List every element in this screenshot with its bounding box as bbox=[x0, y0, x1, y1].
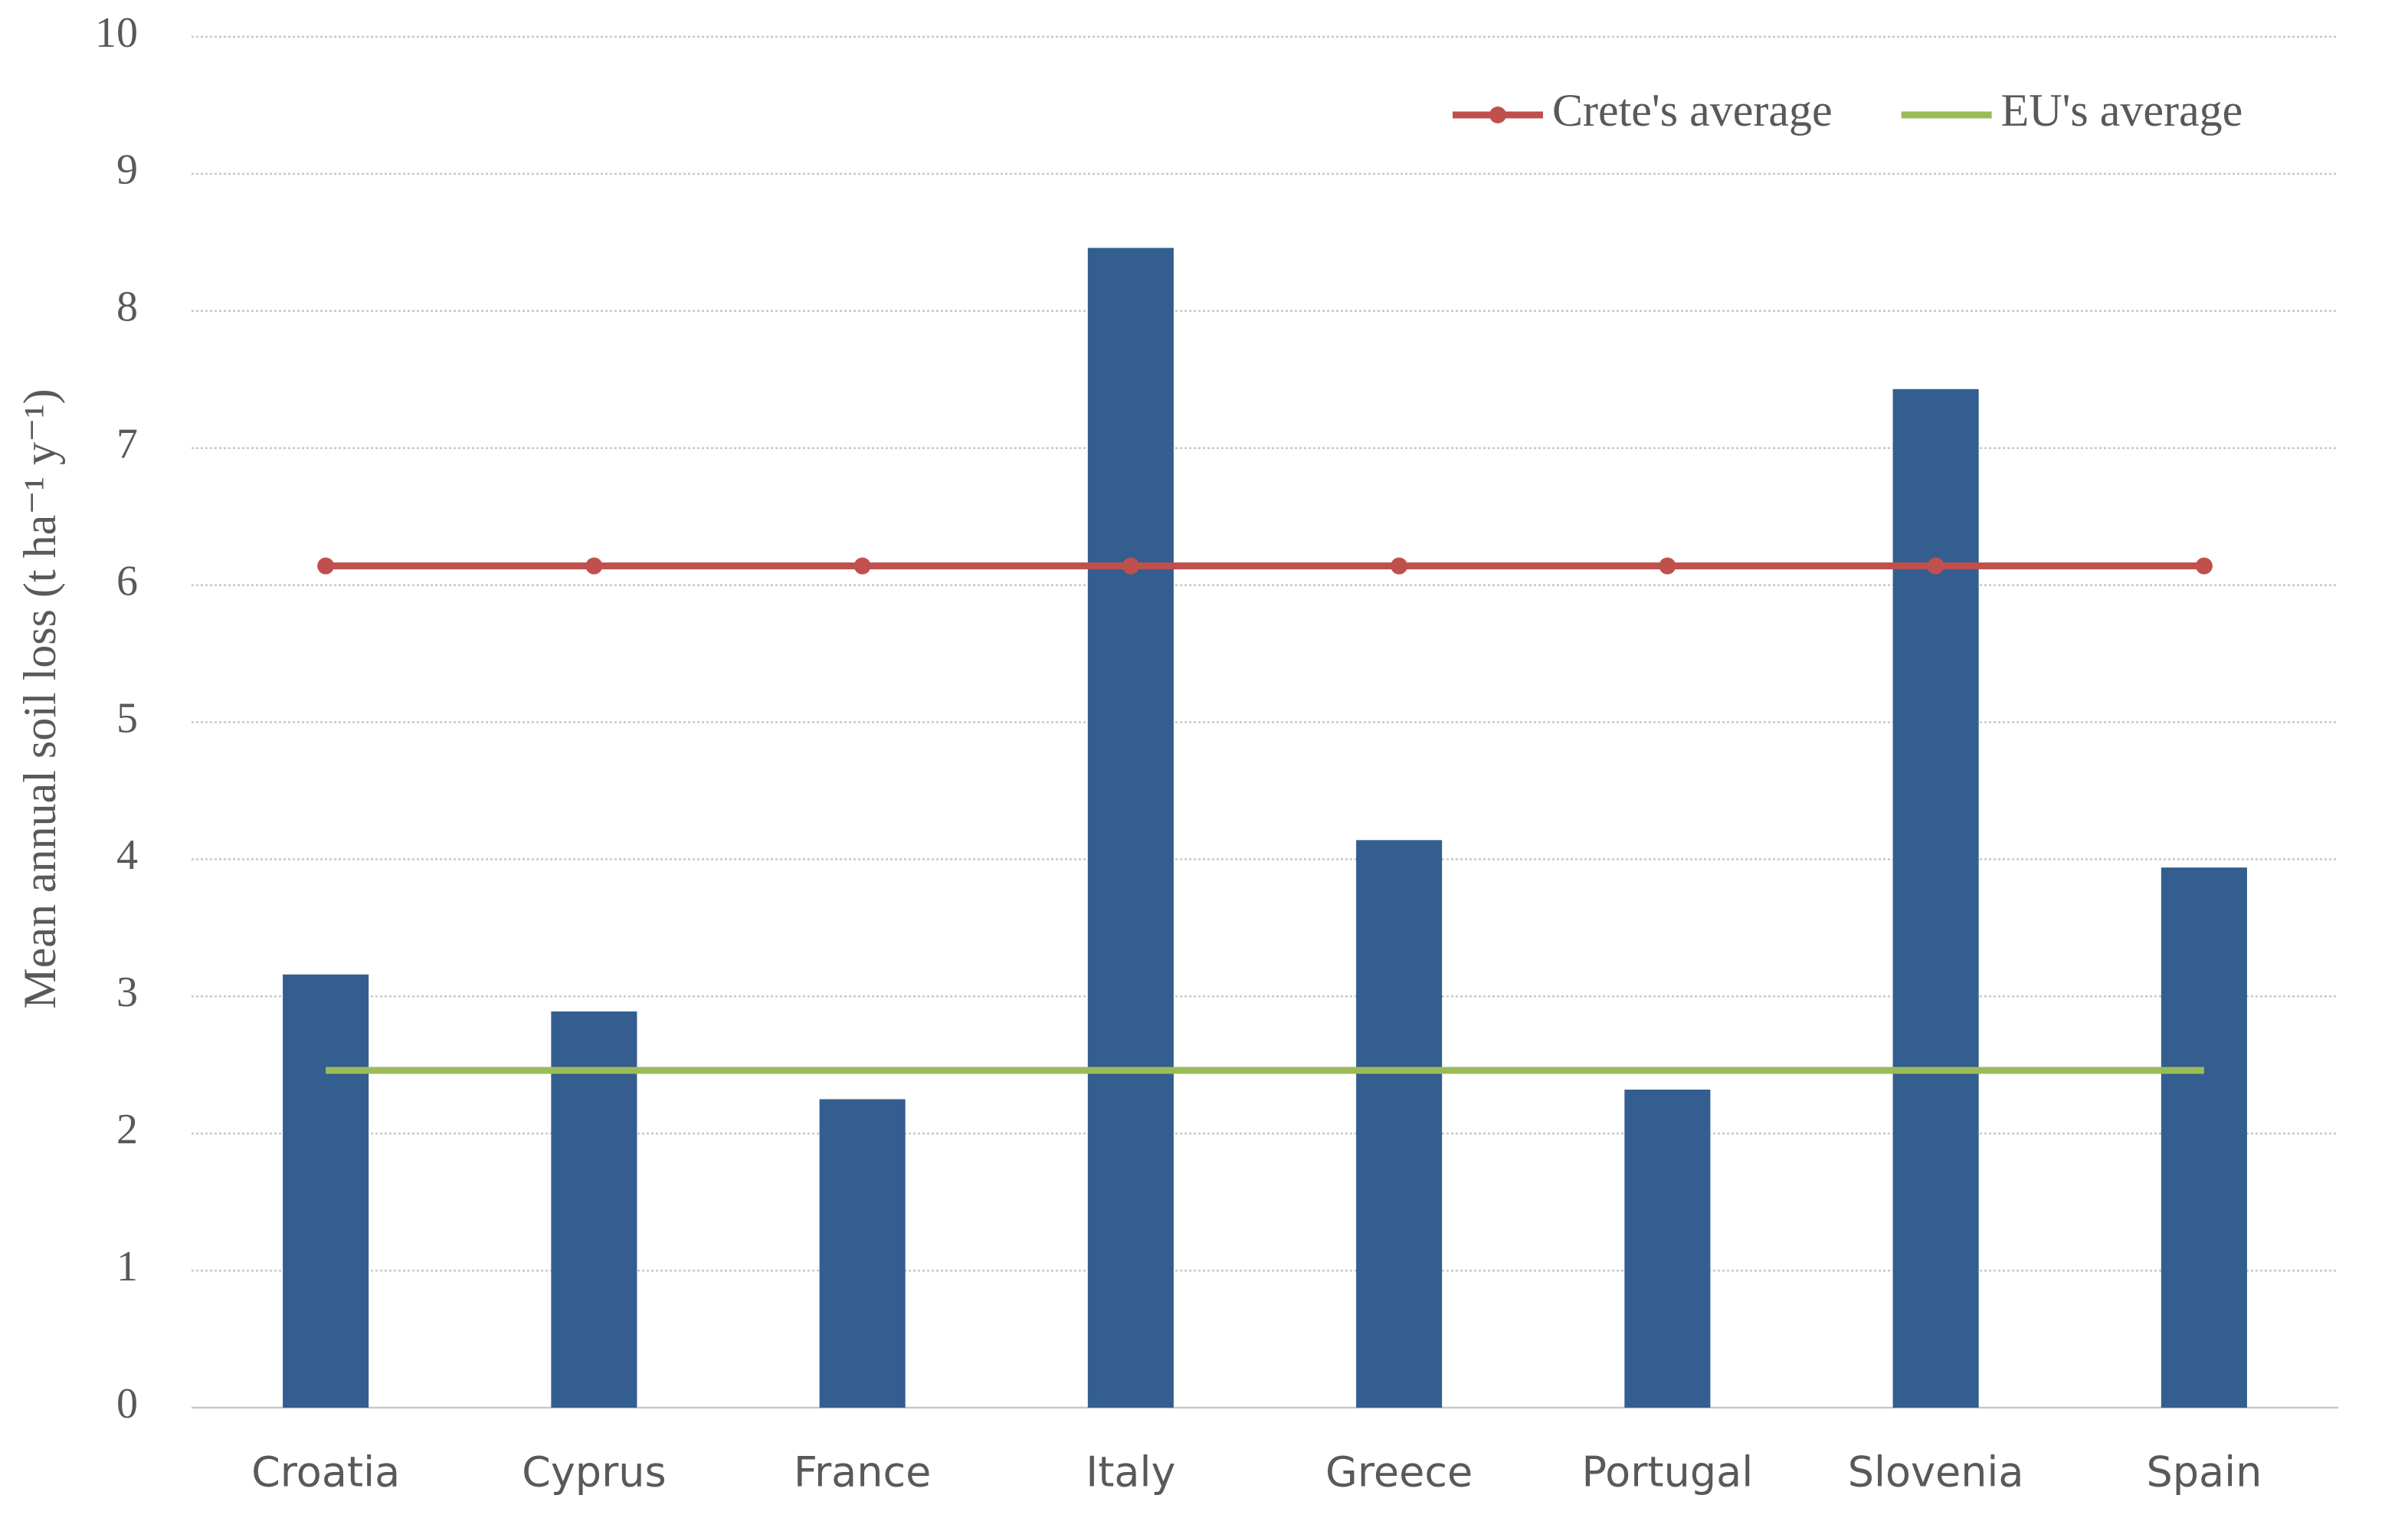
x-tick-label: Spain bbox=[2146, 1448, 2262, 1497]
line-marker bbox=[1659, 557, 1676, 575]
legend-label: Crete's average bbox=[1552, 85, 1833, 136]
x-tick-label: Greece bbox=[1325, 1448, 1473, 1497]
bar bbox=[283, 974, 369, 1408]
y-tick-label: 2 bbox=[116, 1106, 138, 1153]
y-tick-label: 3 bbox=[116, 969, 138, 1016]
y-tick-label: 1 bbox=[116, 1243, 138, 1290]
y-tick-label: 8 bbox=[116, 284, 138, 331]
bar bbox=[551, 1011, 637, 1408]
legend-label: EU's average bbox=[2001, 85, 2243, 136]
line-marker bbox=[853, 557, 871, 575]
legend-marker bbox=[1489, 107, 1506, 123]
line-marker bbox=[585, 557, 603, 575]
bar bbox=[1356, 840, 1443, 1408]
y-axis-label: Mean annual soil loss (t ha⁻¹ y⁻¹) bbox=[15, 389, 65, 1008]
bar bbox=[1087, 248, 1174, 1408]
y-tick-label: 6 bbox=[116, 557, 138, 605]
x-tick-label: Slovenia bbox=[1848, 1448, 2024, 1497]
line-marker bbox=[317, 557, 335, 575]
x-tick-label: Croatia bbox=[251, 1448, 400, 1497]
bar bbox=[1624, 1089, 1711, 1408]
bar bbox=[2161, 867, 2247, 1408]
line-marker bbox=[1391, 557, 1408, 575]
y-tick-label: 7 bbox=[116, 421, 138, 468]
x-tick-label: Portugal bbox=[1582, 1448, 1754, 1497]
bar bbox=[1892, 389, 1979, 1408]
x-tick-label: Cyprus bbox=[522, 1448, 667, 1497]
y-tick-label: 0 bbox=[116, 1380, 138, 1428]
line-marker bbox=[2195, 557, 2213, 575]
x-tick-label: France bbox=[794, 1448, 932, 1497]
line-marker bbox=[1122, 557, 1139, 575]
bar bbox=[819, 1099, 906, 1408]
y-tick-label: 9 bbox=[116, 146, 138, 194]
y-tick-label: 4 bbox=[116, 831, 138, 879]
line-marker bbox=[1927, 557, 1944, 575]
y-tick-label: 10 bbox=[95, 9, 138, 57]
y-tick-label: 5 bbox=[116, 694, 138, 742]
x-tick-label: Italy bbox=[1086, 1448, 1175, 1497]
